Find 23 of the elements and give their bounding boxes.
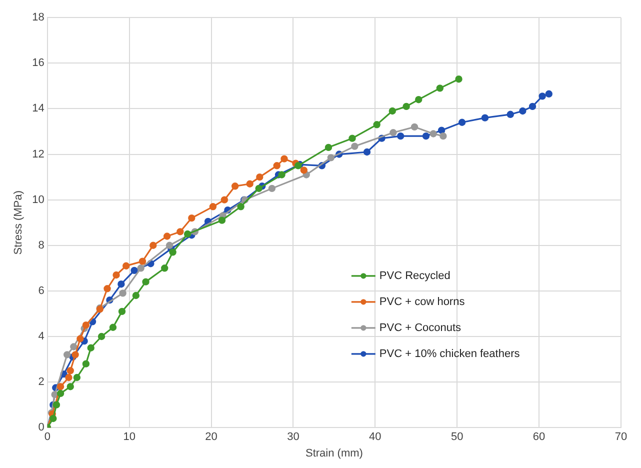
y-axis-title: Stress (MPa) bbox=[12, 190, 25, 255]
y-tick-label: 0 bbox=[38, 422, 44, 434]
y-tick-label: 14 bbox=[32, 102, 44, 115]
y-tick-label: 18 bbox=[32, 12, 44, 24]
y-tick-label: 6 bbox=[38, 284, 44, 297]
y-tick-label: 16 bbox=[32, 57, 44, 70]
x-tick-label: 70 bbox=[614, 431, 628, 444]
legend-label: PVC Recycled bbox=[379, 270, 450, 282]
y-tick-label: 10 bbox=[32, 194, 44, 206]
x-tick-label: 50 bbox=[451, 431, 464, 444]
y-tick-label: 12 bbox=[32, 148, 44, 160]
x-tick-label: 40 bbox=[369, 431, 382, 444]
y-tick-label: 4 bbox=[38, 330, 44, 343]
x-tick-label: 10 bbox=[123, 431, 136, 444]
y-tick-label: 2 bbox=[38, 376, 44, 388]
legend-label: PVC + 10% chicken feathers bbox=[379, 348, 520, 360]
x-tick-label: 30 bbox=[287, 431, 300, 444]
x-tick-label: 20 bbox=[205, 431, 218, 444]
x-tick-label: 60 bbox=[532, 431, 546, 444]
legend-label: PVC + Coconuts bbox=[379, 322, 462, 334]
x-axis-title: Strain (mm) bbox=[305, 447, 363, 460]
legend-label: PVC + cow horns bbox=[379, 296, 466, 308]
y-tick-label: 8 bbox=[38, 239, 44, 252]
